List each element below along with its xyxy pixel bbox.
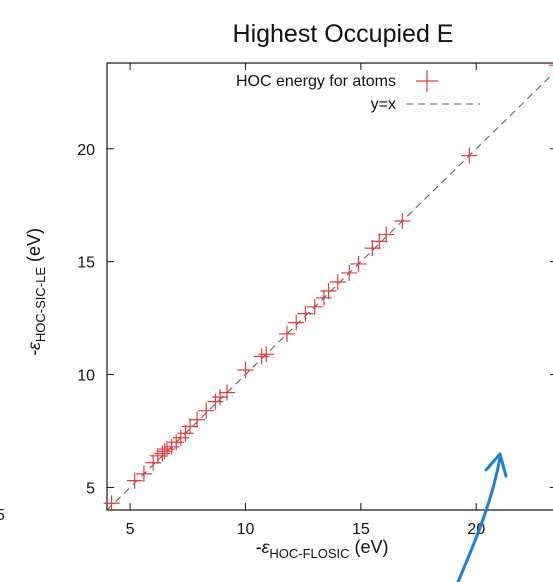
x-tick-label-2: 15 (352, 521, 370, 538)
data-point-5 (154, 446, 170, 462)
annotation-arrow (458, 458, 500, 582)
data-point-18 (237, 362, 253, 378)
data-point-13 (189, 412, 205, 428)
x-tick-label-1: 10 (237, 521, 255, 538)
data-point-1 (127, 473, 143, 489)
legend: HOC energy for atoms y=x (236, 70, 480, 113)
data-point-14 (198, 403, 214, 419)
y-tick-label-2: 15 (77, 255, 95, 272)
identity-line-path (107, 63, 553, 510)
data-point-30 (364, 240, 380, 256)
legend-label-identity: y=x (371, 96, 396, 113)
data-point-23 (297, 306, 313, 322)
data-point-32 (378, 227, 394, 243)
cropped-edge-digit: 5 (0, 507, 5, 524)
data-point-22 (288, 315, 304, 331)
x-tick-label-0: 5 (126, 521, 135, 538)
y-axis-label: -εHOC-SIC-LE (eV) (24, 228, 48, 356)
data-point-29 (351, 256, 367, 272)
legend-label-hoc: HOC energy for atoms (236, 73, 396, 90)
identity-line (107, 63, 553, 510)
data-point-27 (330, 274, 346, 290)
data-point-25 (316, 290, 332, 306)
data-point-0 (104, 495, 120, 511)
y-tick-label-1: 10 (77, 368, 95, 385)
data-point-35 (549, 57, 553, 73)
data-point-6 (157, 443, 173, 459)
data-point-28 (341, 265, 357, 281)
plot-frame (107, 63, 553, 510)
data-point-7 (159, 441, 175, 457)
y-tick-label-3: 20 (77, 142, 95, 159)
y-tick-label-0: 5 (86, 480, 95, 497)
data-point-31 (371, 233, 387, 249)
data-point-15 (207, 394, 223, 410)
data-markers (104, 57, 553, 511)
data-point-2 (136, 466, 152, 482)
data-point-19 (254, 348, 270, 364)
data-point-4 (150, 448, 166, 464)
x-axis-label: -εHOC-FLOSIC (eV) (255, 537, 388, 561)
legend-marker-hoc (416, 70, 438, 92)
data-point-26 (321, 283, 337, 299)
data-point-3 (145, 455, 161, 471)
data-point-16 (212, 389, 228, 405)
data-point-12 (182, 418, 198, 434)
chart-title: Highest Occupied E (233, 20, 454, 48)
